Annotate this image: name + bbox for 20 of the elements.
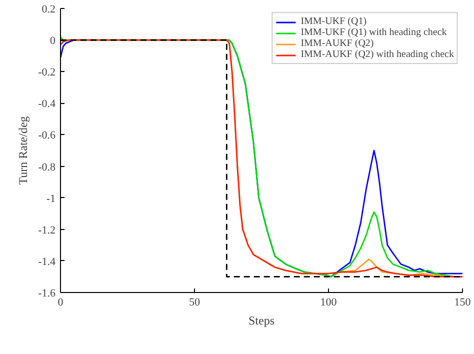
y-tick-label: -0.6 <box>38 130 56 142</box>
legend-label: IMM-AUKF (Q2) <box>300 38 374 49</box>
x-tick-label: 100 <box>320 296 338 308</box>
legend-label: IMM-UKF (Q1) with heading check <box>300 27 447 38</box>
y-tick-label: -1.6 <box>38 288 56 300</box>
x-tick-label: 50 <box>189 296 200 308</box>
x-tick-label: 150 <box>454 296 472 308</box>
y-tick-label: -1.4 <box>38 256 56 268</box>
y-tick-label: 0.2 <box>42 4 56 16</box>
y-tick-label: -1 <box>46 192 56 205</box>
legend-label: IMM-AUKF (Q2) with heading check <box>300 49 454 60</box>
x-tick-label: 0 <box>58 296 64 308</box>
y-tick-label: -0.8 <box>38 161 56 174</box>
y-tick-label: -0.4 <box>38 98 56 110</box>
x-axis-title: Steps <box>248 314 275 328</box>
y-tick-label: -1.2 <box>38 224 56 236</box>
y-tick-label: 0 <box>50 35 56 48</box>
y-tick-label: -0.2 <box>38 66 56 79</box>
legend-label: IMM-UKF (Q1) <box>300 16 367 27</box>
y-axis-title: Turn Rate/deg <box>16 116 30 185</box>
